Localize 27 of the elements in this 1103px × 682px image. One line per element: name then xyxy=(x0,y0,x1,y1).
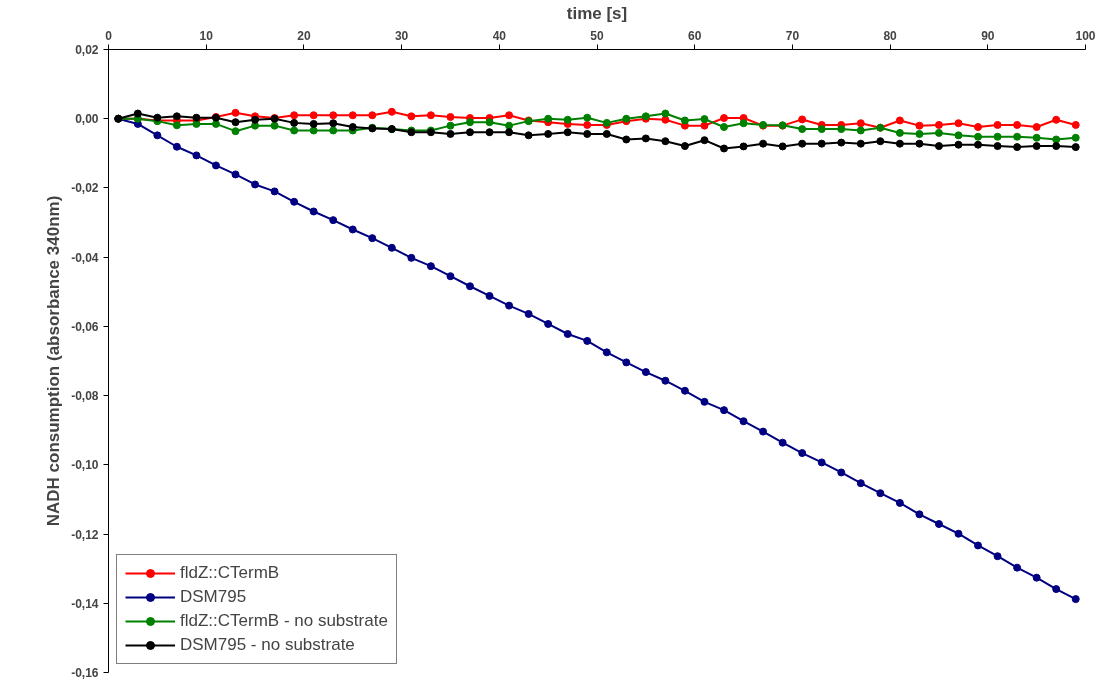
legend-label: DSM795 - no substrate xyxy=(180,635,355,655)
y-tick-label: -0,10 xyxy=(71,458,99,473)
y-tick-label: -0,04 xyxy=(71,250,99,265)
legend-label: fldZ::CTermB xyxy=(180,563,280,583)
x-tick-label: 10 xyxy=(199,28,214,43)
y-tick-label: 0,02 xyxy=(75,43,99,57)
x-tick-label: 40 xyxy=(492,28,507,43)
x-tick-label: 30 xyxy=(394,28,409,43)
x-tick-label: 100 xyxy=(1075,28,1096,43)
x-tick-label: 20 xyxy=(297,28,311,43)
y-tick-label: -0,02 xyxy=(71,181,99,196)
y-tick-label: 0,00 xyxy=(75,112,99,127)
x-axis-title: time [s] xyxy=(566,3,628,23)
x-tick-label: 70 xyxy=(785,28,800,43)
x-tick-label: 60 xyxy=(688,28,702,43)
x-tick-label: 80 xyxy=(883,28,898,43)
x-tick-label: 90 xyxy=(981,28,995,43)
x-tick-label: 0 xyxy=(105,28,113,43)
legend-label: fldZ::CTermB - no substrate xyxy=(180,611,388,631)
legend-label: DSM795 xyxy=(180,587,247,607)
y-tick-label: -0,16 xyxy=(71,666,99,680)
y-tick-label: -0,08 xyxy=(71,389,99,404)
y-axis-title: NADH consumption (absorbance 340nm) xyxy=(44,195,64,527)
y-tick-label: -0,14 xyxy=(71,596,99,611)
y-tick-label: -0,06 xyxy=(71,319,99,334)
x-tick-label: 50 xyxy=(590,28,604,43)
y-tick-label: -0,12 xyxy=(71,527,99,542)
